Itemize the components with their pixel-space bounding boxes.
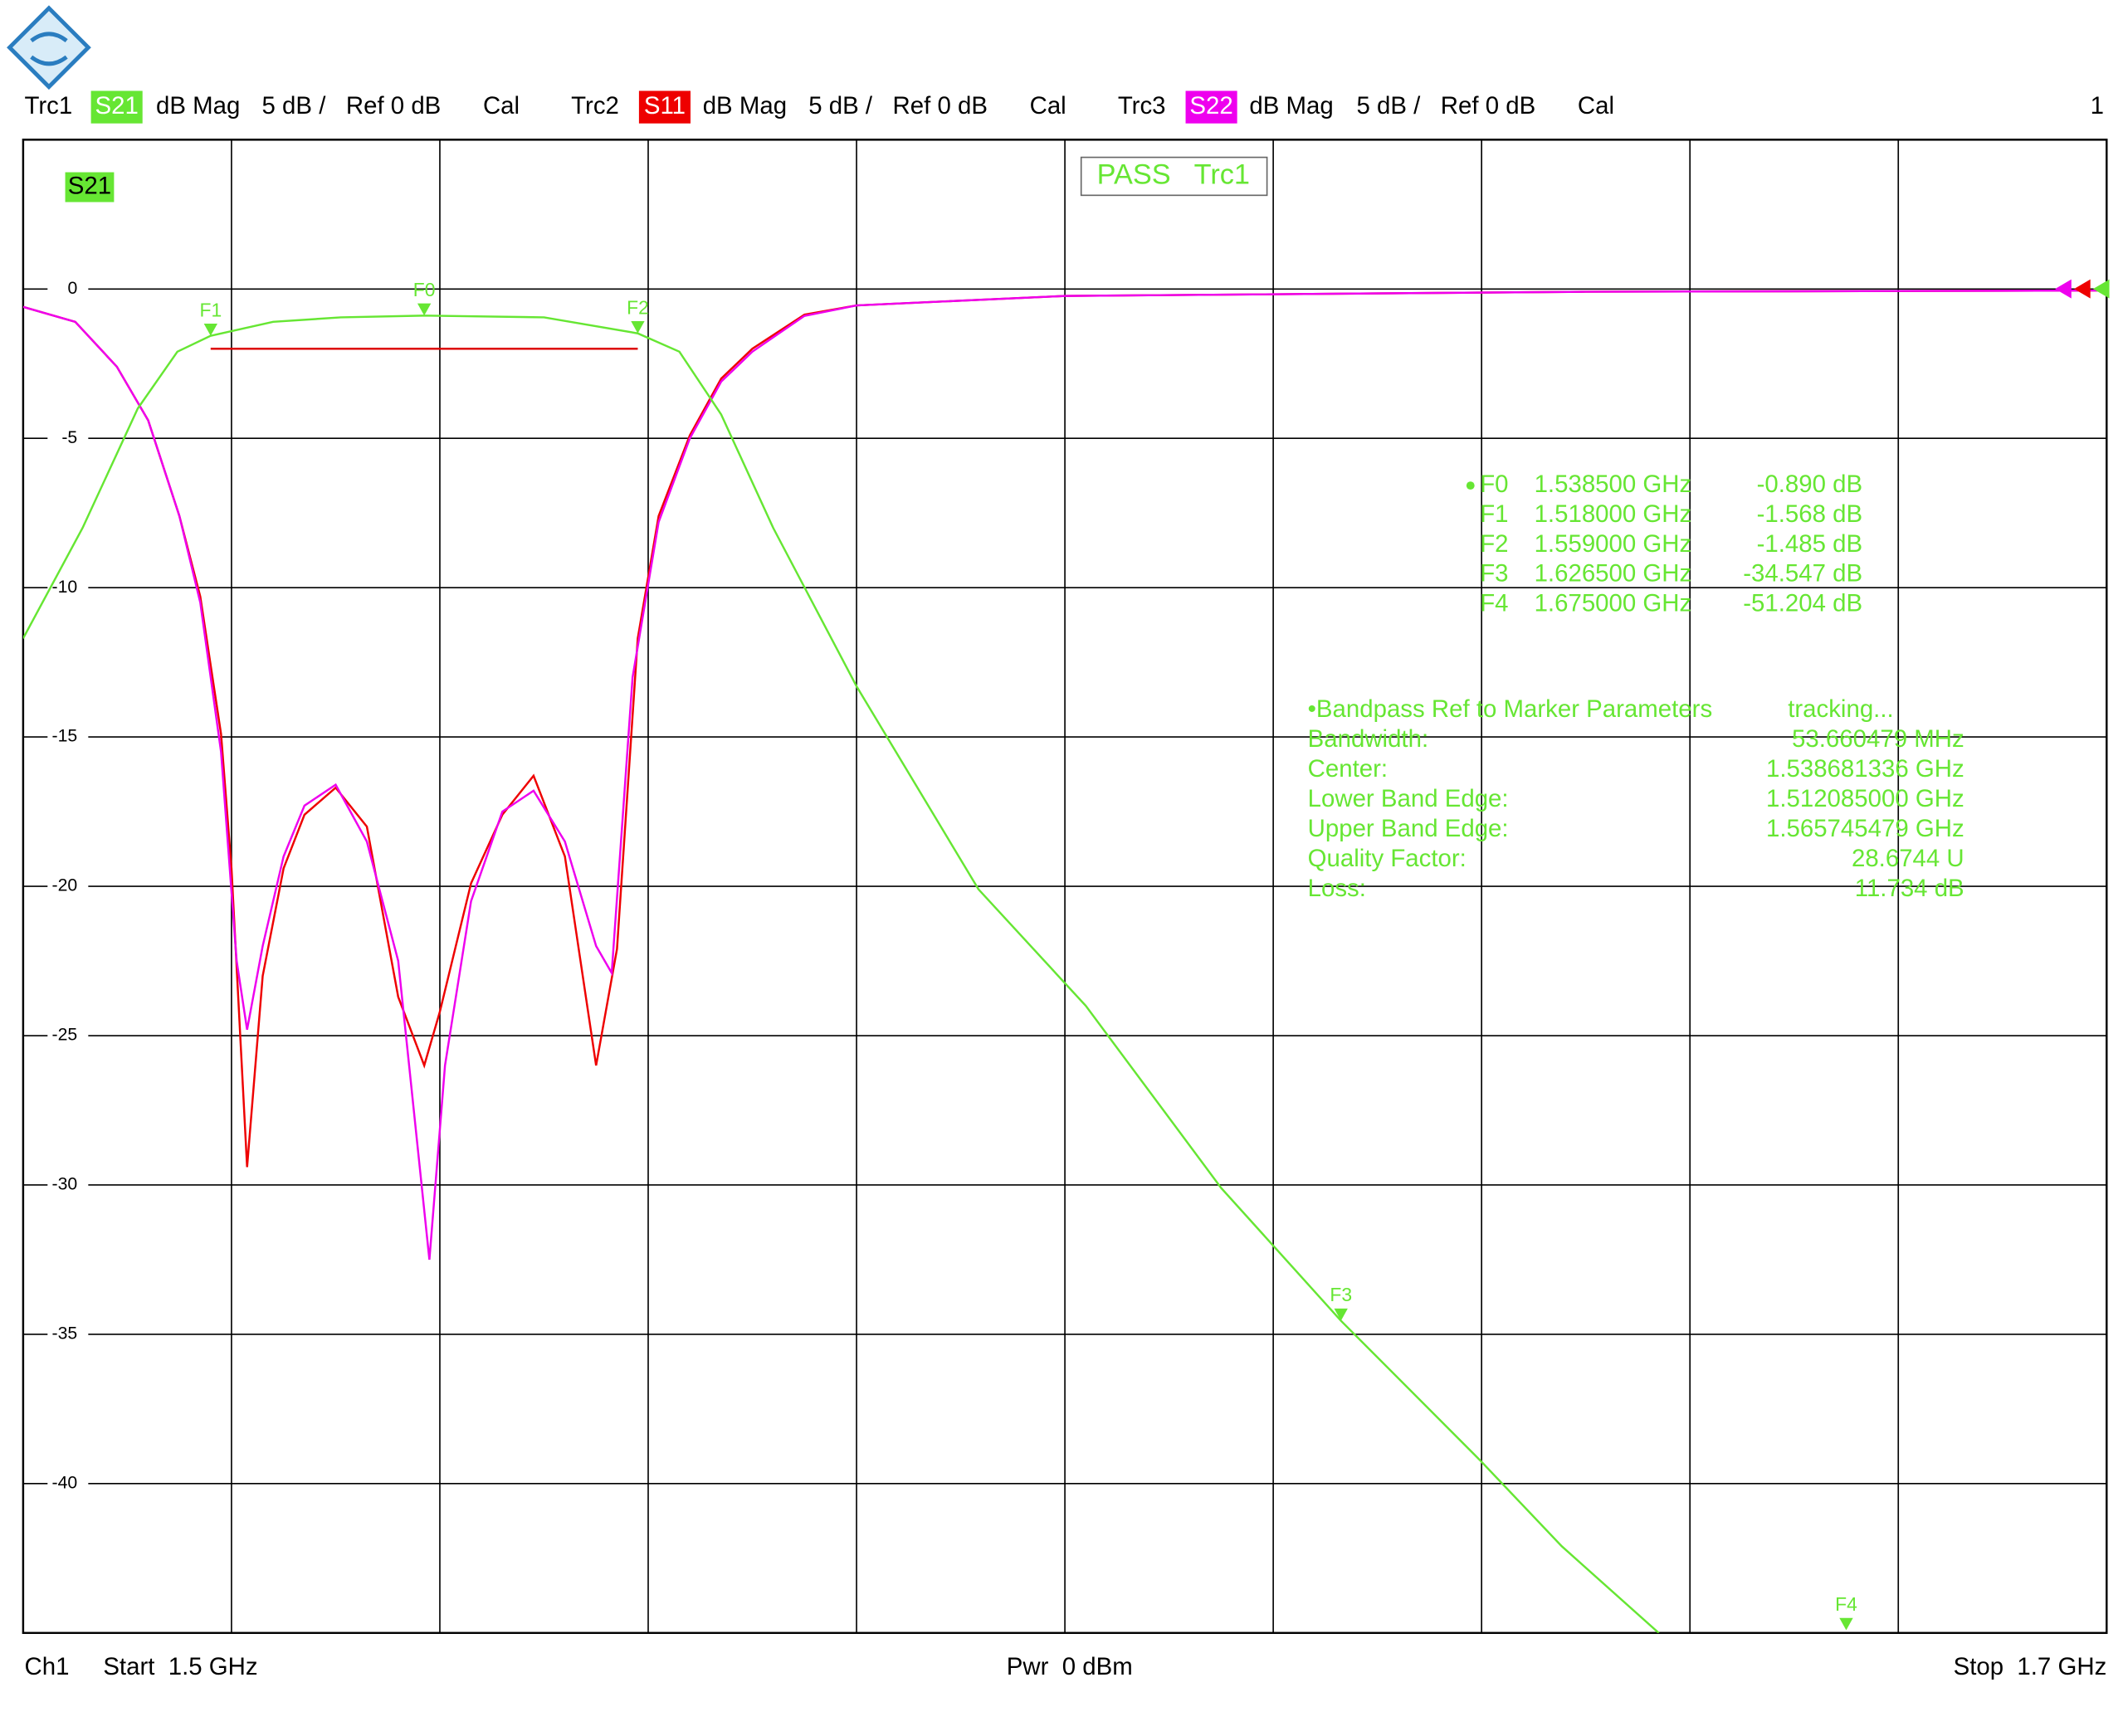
bandpass-param: Upper Band Edge: bbox=[1308, 815, 1509, 842]
trace-id: Trc3 bbox=[1118, 92, 1166, 119]
ref-arrow bbox=[2074, 279, 2091, 299]
tick-label-bg bbox=[47, 875, 89, 898]
active-marker-dot bbox=[1466, 481, 1475, 490]
marker-label: F0 bbox=[413, 279, 436, 300]
marker-table-x: 1.559000 GHz bbox=[1535, 530, 1692, 558]
window-number: 1 bbox=[2091, 92, 2104, 119]
bandpass-param: Quality Factor: bbox=[1308, 845, 1467, 872]
y-tick-label: -10 bbox=[52, 577, 78, 597]
tick-label-bg bbox=[47, 1472, 89, 1495]
reference: Ref 0 dB bbox=[346, 92, 441, 119]
ref-arrow bbox=[2092, 279, 2110, 299]
trace-line bbox=[22, 289, 2107, 1261]
param-name: S21 bbox=[95, 92, 138, 119]
reference: Ref 0 dB bbox=[1441, 92, 1535, 119]
marker-label: F4 bbox=[1835, 1593, 1857, 1615]
marker-table-y: -0.890 dB bbox=[1757, 471, 1863, 498]
format: dB Mag bbox=[156, 92, 240, 119]
y-tick-label: -30 bbox=[52, 1174, 78, 1194]
y-tick-label: -20 bbox=[52, 875, 78, 895]
cal-status: Cal bbox=[1030, 92, 1066, 119]
bandpass-param: Lower Band Edge: bbox=[1308, 785, 1509, 812]
tick-label-bg bbox=[47, 1173, 89, 1197]
traces bbox=[22, 289, 2107, 1633]
param-badge bbox=[1185, 90, 1237, 124]
power: Pwr 0 dBm bbox=[1007, 1653, 1133, 1680]
bandpass-param: Center: bbox=[1308, 755, 1388, 783]
marker-table-x: 1.538500 GHz bbox=[1535, 471, 1692, 498]
marker-table-y: -1.485 dB bbox=[1757, 530, 1863, 558]
scale: 5 dB / bbox=[808, 92, 873, 119]
start-freq: Start 1.5 GHz bbox=[103, 1653, 257, 1680]
channel: Ch1 bbox=[25, 1653, 70, 1680]
grid: 0 -5 -10 -15 -20 -25 -30 -35 -40 bbox=[22, 139, 2107, 1633]
marker-label: F2 bbox=[627, 296, 649, 318]
param-badge bbox=[90, 90, 143, 124]
param-badge bbox=[638, 90, 691, 124]
marker bbox=[417, 303, 432, 316]
format: dB Mag bbox=[703, 92, 787, 119]
marker-table-y: -1.568 dB bbox=[1757, 500, 1863, 528]
y-tick-label: -25 bbox=[52, 1025, 78, 1045]
logo bbox=[7, 5, 91, 90]
param-name: S22 bbox=[1189, 92, 1232, 119]
trace-badge-bg bbox=[65, 172, 115, 202]
marker-table-name: F0 bbox=[1480, 471, 1508, 498]
tick-label-bg bbox=[47, 278, 89, 300]
marker-table-x: 1.675000 GHz bbox=[1535, 590, 1692, 617]
marker-table-name: F4 bbox=[1480, 590, 1508, 617]
stop-freq: Stop 1.7 GHz bbox=[1954, 1653, 2107, 1680]
bandpass-value: 28.6744 U bbox=[1852, 845, 1964, 872]
scale: 5 dB / bbox=[262, 92, 327, 119]
marker bbox=[1334, 1308, 1348, 1321]
bandpass-title: •Bandpass Ref to Marker Parameters bbox=[1308, 695, 1713, 723]
bandpass-value: 1.565745479 GHz bbox=[1766, 815, 1964, 842]
marker-table-name: F1 bbox=[1480, 500, 1508, 528]
reference: Ref 0 dB bbox=[893, 92, 988, 119]
marker-table-y: -34.547 dB bbox=[1743, 560, 1862, 588]
trace-id: Trc2 bbox=[571, 92, 619, 119]
marker-label: F1 bbox=[199, 299, 222, 320]
cal-status: Cal bbox=[1578, 92, 1614, 119]
trace-line bbox=[22, 315, 1660, 1633]
bandpass-value: 53.660479 MHz bbox=[1792, 725, 1964, 753]
marker bbox=[203, 324, 217, 336]
tick-label-bg bbox=[47, 427, 89, 450]
bandpass-value: 1.512085000 GHz bbox=[1766, 785, 1964, 812]
y-tick-label: -40 bbox=[52, 1472, 78, 1492]
tick-label-bg bbox=[47, 726, 89, 749]
param-name: S11 bbox=[644, 92, 686, 119]
bandpass-value: 11.734 dB bbox=[1855, 875, 1964, 902]
bandpass-value: 1.538681336 GHz bbox=[1766, 755, 1964, 783]
y-tick-label: -15 bbox=[52, 726, 78, 746]
ref-arrow bbox=[2055, 279, 2072, 299]
cal-status: Cal bbox=[483, 92, 520, 119]
marker bbox=[1839, 1617, 1853, 1631]
y-tick-label: -35 bbox=[52, 1324, 78, 1343]
bandpass-param: Loss: bbox=[1308, 875, 1366, 902]
marker-table-name: F3 bbox=[1480, 560, 1508, 588]
marker-label: F3 bbox=[1330, 1284, 1352, 1305]
marker bbox=[631, 321, 645, 334]
bandpass-mode: tracking... bbox=[1788, 695, 1893, 723]
marker-table-y: -51.204 dB bbox=[1743, 590, 1862, 617]
trace-id: Trc1 bbox=[25, 92, 73, 119]
y-tick-label: 0 bbox=[67, 278, 77, 298]
limit-status-box bbox=[1080, 156, 1268, 197]
marker-table-name: F2 bbox=[1480, 530, 1508, 558]
format: dB Mag bbox=[1249, 92, 1333, 119]
marker-table-x: 1.518000 GHz bbox=[1535, 500, 1692, 528]
marker-table-x: 1.626500 GHz bbox=[1535, 560, 1692, 588]
y-tick-label: -5 bbox=[61, 427, 77, 447]
bandpass-param: Bandwidth: bbox=[1308, 725, 1429, 753]
limit-status: PASS Trc1 bbox=[1097, 159, 1250, 191]
tick-label-bg bbox=[47, 1024, 89, 1047]
scale: 5 dB / bbox=[1356, 92, 1421, 119]
tick-label-bg bbox=[47, 1323, 89, 1345]
trace-line bbox=[22, 289, 2107, 1168]
trace-badge: S21 bbox=[68, 172, 111, 199]
